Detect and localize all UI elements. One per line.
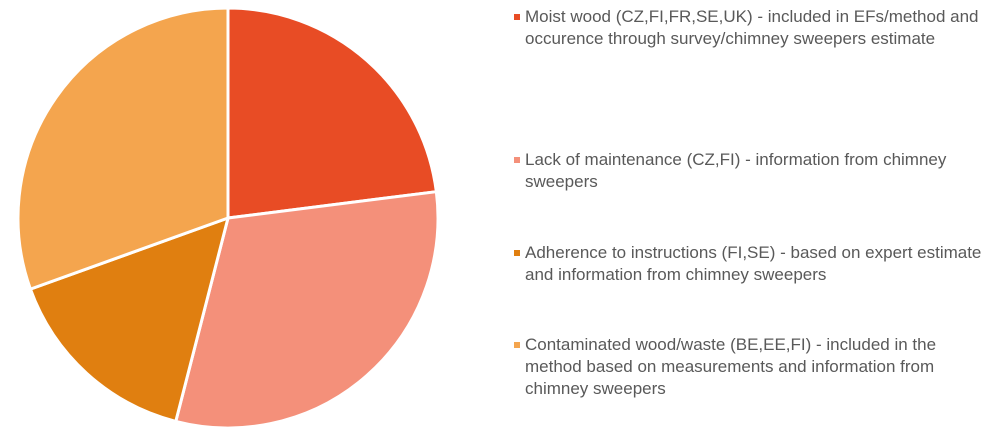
legend-item: Contaminated wood/waste (BE,EE,FI) - inc… — [512, 334, 982, 400]
legend-label: Adherence to instructions (FI,SE) - base… — [525, 243, 982, 284]
chart — [16, 6, 440, 430]
legend-label: Contaminated wood/waste (BE,EE,FI) - inc… — [525, 335, 937, 398]
pie-slice — [226, 6, 438, 220]
pie-slice — [28, 216, 230, 423]
legend-swatch — [514, 14, 520, 20]
legend-label: Moist wood (CZ,FI,FR,SE,UK) - included i… — [525, 7, 979, 48]
legend-label: Lack of maintenance (CZ,FI) - informatio… — [525, 150, 947, 191]
legend-swatch — [514, 157, 520, 163]
legend-swatch — [514, 342, 520, 348]
legend-item: Lack of maintenance (CZ,FI) - informatio… — [512, 149, 982, 193]
legend-item: Adherence to instructions (FI,SE) - base… — [512, 242, 982, 286]
pie-slice — [174, 190, 440, 430]
legend-swatch — [514, 250, 520, 256]
pie-slice — [16, 6, 230, 291]
legend-item: Moist wood (CZ,FI,FR,SE,UK) - included i… — [512, 6, 982, 50]
